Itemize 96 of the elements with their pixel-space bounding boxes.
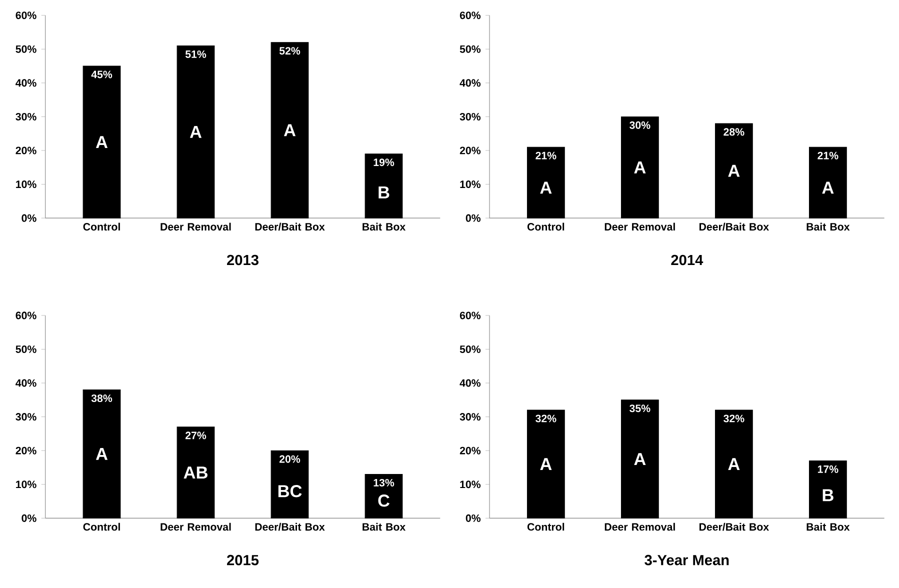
bar [82,66,121,218]
y-tick-label: 60% [460,312,481,320]
x-tick-label: Deer/Bait Box [255,222,325,231]
data-label: 38% [91,394,112,402]
y-tick-label: 40% [460,379,481,387]
x-tick-label: Deer/Bait Box [255,522,325,531]
y-tick-label: 10% [460,480,481,488]
annotation: AB [184,466,208,478]
y-tick-label: 10% [16,180,36,188]
y-tick-label: 0% [22,214,36,222]
bar [714,123,753,218]
text: 2015 [227,554,259,566]
bar [176,426,215,518]
annotation: A [728,164,740,177]
x-tick-label: Deer Removal [604,522,675,531]
y-tick-label: 20% [460,146,481,154]
x-tick-label: Control [527,222,564,230]
data-label: 51% [185,50,206,58]
y-tick-label: 50% [16,345,36,353]
data-label: 28% [724,128,744,136]
text: 3-Year Mean [644,554,729,566]
x-tick-label: Control [83,222,120,230]
data-label: 30% [630,121,650,129]
bar [808,146,847,218]
bar [270,42,309,218]
annotation: A [96,136,108,148]
bar [526,146,565,218]
x-tick-label: Deer/Bait Box [699,222,769,231]
y-tick-label: 50% [460,45,481,53]
y-tick-label: 40% [16,79,36,87]
y-tick-label: 30% [460,112,481,120]
annotation: C [378,494,390,507]
data-label: 32% [724,414,744,422]
y-tick-label: 30% [16,412,36,420]
data-label: 32% [536,414,556,422]
x-tick-label: Control [527,522,564,531]
bar [526,410,565,518]
annotation: A [822,182,834,194]
data-label: 21% [536,152,556,160]
y-tick-label: 60% [16,312,36,320]
bar [364,474,403,518]
x-tick-label: Bait Box [806,522,850,531]
y-tick-label: 0% [22,514,36,522]
data-label: 52% [279,46,300,54]
annotation: A [728,458,740,470]
bar [620,400,659,518]
annotation: A [540,458,552,470]
annotation: A [284,124,296,136]
y-tick-label: 60% [16,11,36,20]
y-tick-label: 40% [460,79,481,87]
data-label: 13% [374,478,394,486]
x-tick-label: Bait Box [362,522,406,531]
y-tick-label: 50% [460,345,481,353]
bar [364,154,403,218]
x-tick-label: Bait Box [806,222,850,230]
data-label: 19% [374,158,394,166]
data-label: 20% [280,455,300,463]
bar [714,410,753,518]
annotation: A [634,161,646,174]
y-tick-label: 0% [466,514,481,522]
y-tick-label: 40% [16,379,36,387]
data-label: 27% [186,432,206,440]
bar [808,460,847,518]
text: 2013 [227,254,258,266]
text: 2014 [671,254,704,266]
annotation: BC [278,484,302,498]
y-tick-label: 20% [16,446,36,454]
y-tick-label: 50% [16,45,36,53]
y-tick-label: 30% [460,412,481,420]
y-tick-label: 20% [16,146,36,154]
x-tick-label: Deer Removal [160,222,231,230]
annotation: A [190,126,202,138]
bar [270,450,309,518]
bar [82,389,121,518]
y-tick-label: 10% [16,480,36,488]
y-tick-label: 30% [16,112,36,120]
y-tick-label: 60% [460,11,481,20]
y-tick-label: 20% [460,446,481,454]
data-label: 35% [630,404,650,412]
x-tick-label: Deer Removal [160,522,231,531]
data-label: 45% [91,70,112,78]
x-tick-label: Deer/Bait Box [699,522,769,531]
annotation: B [822,489,834,502]
y-tick-label: 10% [460,180,481,188]
x-tick-label: Control [83,522,120,531]
bar [176,45,215,218]
bar [620,116,659,218]
annotation: A [540,182,552,194]
annotation: A [96,448,108,460]
data-label: 17% [818,465,838,473]
annotation: A [634,453,646,465]
x-tick-label: Bait Box [362,222,406,230]
data-label: 21% [818,152,838,160]
x-tick-label: Deer Removal [604,222,675,230]
annotation: B [378,186,390,198]
y-tick-label: 0% [466,214,481,222]
